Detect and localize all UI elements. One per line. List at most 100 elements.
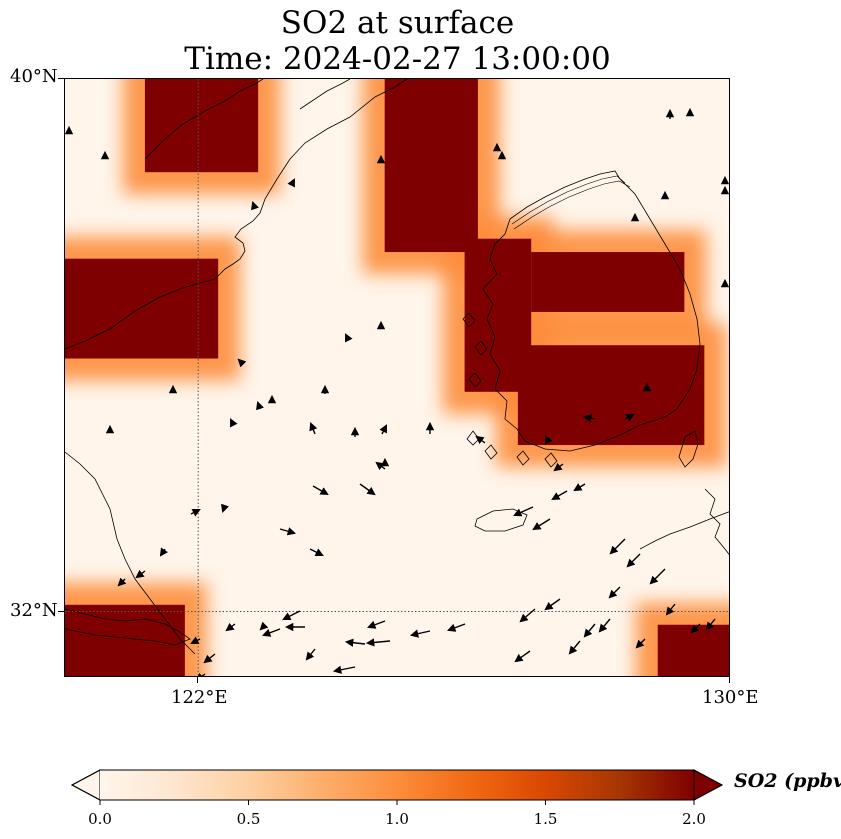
china-korea-border xyxy=(509,170,621,220)
jeju-island xyxy=(474,508,528,532)
colorbar-tick-marks xyxy=(99,800,695,805)
so2-hotspot-korea-central xyxy=(531,252,685,312)
wind-vector-arrow xyxy=(312,485,329,496)
wind-vector-arrow xyxy=(624,414,635,422)
wind-vector-arrow xyxy=(626,553,641,568)
map-panel xyxy=(64,78,730,677)
wind-vector-arrow xyxy=(544,598,561,611)
tsushima-island xyxy=(678,430,699,468)
wind-vector-arrow xyxy=(475,435,486,445)
wind-vector-arrow xyxy=(309,422,318,435)
colorbar-tick-label: 1.0 xyxy=(385,810,409,828)
so2-hotspot-bohai-north xyxy=(144,79,259,173)
wind-vector-arrow xyxy=(532,518,551,531)
wind-vector-arrow xyxy=(230,418,238,428)
wind-vector-arrow xyxy=(282,610,301,620)
korea-west-coastline xyxy=(482,218,666,452)
lon-tick-label-130: 130°E xyxy=(702,687,759,708)
wind-vector-arrow xyxy=(367,620,386,629)
wind-vector-arrow xyxy=(573,483,586,492)
wind-vector-arrow xyxy=(279,527,297,536)
wind-vector-arrow xyxy=(409,629,431,638)
so2-hotspot-kyushu-southeast xyxy=(657,624,729,676)
wind-vector-arrow xyxy=(256,401,264,411)
wind-vector-arrow xyxy=(237,358,247,368)
map-subtitle: Time: 2024-02-27 13:00:00 xyxy=(184,41,611,77)
wind-vector-arrow xyxy=(251,201,259,211)
lat-tick-label-32: 32°N xyxy=(10,600,58,621)
colorbar xyxy=(70,769,724,805)
lon-tick-mark-130 xyxy=(729,677,730,683)
wind-vector-arrow xyxy=(135,569,146,579)
wind-vector-arrow xyxy=(287,178,295,188)
colorbar-label: SO2 (ppbv) xyxy=(734,770,841,792)
gridline-layer xyxy=(65,79,729,676)
wind-vector-arrow xyxy=(609,538,626,555)
lon-tick-label-122: 122°E xyxy=(171,687,228,708)
wind-vector-arrow xyxy=(583,623,596,638)
wind-vector-arrow xyxy=(345,333,353,343)
yangtze-mouth xyxy=(65,608,191,646)
wind-vector-arrow xyxy=(665,603,676,616)
so2-hotspot-north-china-coast-west xyxy=(65,258,219,359)
wind-vector-arrow xyxy=(519,608,536,623)
wind-vector-arrow xyxy=(221,503,229,513)
wind-vector-arrow xyxy=(545,435,553,445)
wind-vector-arrow xyxy=(259,621,269,631)
wind-vector-arrow xyxy=(551,490,568,501)
wind-vector-arrow xyxy=(195,672,206,676)
so2-field-layer xyxy=(65,79,729,676)
colorbar-gradient xyxy=(100,770,694,800)
so2-hotspot-liaoning-north xyxy=(384,79,478,253)
wind-vector-arrow xyxy=(598,618,611,633)
colorbar-tick-label: 2.0 xyxy=(682,810,706,828)
border-triple-line xyxy=(513,180,631,230)
lon-tick-mark-122 xyxy=(197,677,198,683)
bohai-inner-coast xyxy=(144,79,264,160)
kyushu-west xyxy=(704,488,729,555)
wind-vector-arrow xyxy=(309,548,324,556)
wind-vector-arrow xyxy=(513,506,534,517)
coastline-layer xyxy=(65,79,729,655)
wind-vector-arrow xyxy=(159,547,168,557)
wind-vector-arrow xyxy=(582,414,596,423)
liaodong-coast xyxy=(299,79,351,110)
lat-tick-mark-32 xyxy=(58,611,64,612)
wind-vector-arrow xyxy=(705,618,716,631)
wind-vector-arrow xyxy=(190,509,201,517)
colorbar-tick-label: 0.5 xyxy=(236,810,261,828)
wind-vector-arrow xyxy=(332,665,356,674)
korea-west-islands xyxy=(462,312,488,388)
colorbar-over-extension xyxy=(693,769,724,801)
wind-vector-arrow xyxy=(359,483,376,496)
wind-vector-arrow xyxy=(635,638,646,649)
wind-vector-arrow xyxy=(379,424,387,435)
lat-tick-label-40: 40°N xyxy=(10,66,58,87)
wind-vector-arrow xyxy=(447,623,466,632)
wind-vector-arrow xyxy=(262,628,281,637)
map-title: SO2 at surface xyxy=(280,5,515,41)
wind-vector-arrow xyxy=(203,653,216,664)
korea-east-coastline xyxy=(619,178,701,418)
so2-hotspot-korea-southeast xyxy=(517,345,705,446)
china-coastline xyxy=(65,79,408,350)
colorbar-under-extension xyxy=(70,769,101,801)
colorbar-tick-label: 0.0 xyxy=(88,810,112,828)
china-south-coast xyxy=(65,451,196,655)
wind-vector-arrow xyxy=(117,577,127,587)
so2-map-canvas xyxy=(65,79,729,676)
wind-vector-arrow xyxy=(690,623,701,634)
wind-vector-arrow xyxy=(568,640,581,655)
wind-vector-layer xyxy=(65,107,729,676)
wind-vector-arrow xyxy=(514,650,531,663)
wind-vector-arrow xyxy=(190,636,201,644)
wind-vector-arrow xyxy=(365,638,391,647)
so2-hotspot-shanghai-south xyxy=(65,604,185,676)
lat-tick-mark-40 xyxy=(58,78,64,79)
wind-vector-arrow xyxy=(344,638,366,647)
wind-vector-arrow xyxy=(305,648,316,661)
wind-vector-arrow xyxy=(553,462,564,472)
colorbar-tick-label: 1.5 xyxy=(533,810,558,828)
wind-vector-arrow xyxy=(608,586,621,599)
wind-vector-arrow xyxy=(225,622,236,632)
